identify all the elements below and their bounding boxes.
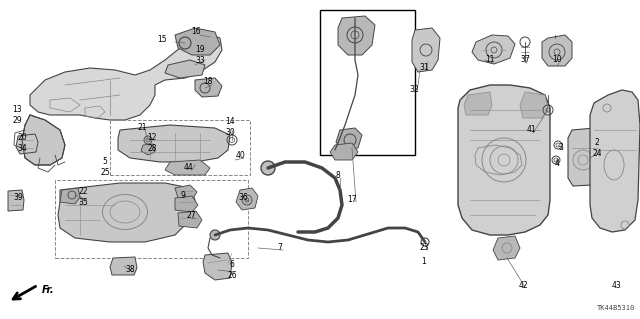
Text: 13
29: 13 29 [12, 105, 22, 125]
Polygon shape [330, 143, 358, 160]
Polygon shape [568, 128, 600, 186]
Text: 15: 15 [157, 35, 167, 44]
Polygon shape [175, 185, 197, 200]
Polygon shape [118, 125, 230, 162]
Text: 27: 27 [186, 211, 196, 219]
Text: 22
35: 22 35 [78, 187, 88, 207]
Text: 44: 44 [184, 162, 194, 172]
Bar [110, 120, 250, 175]
Polygon shape [8, 190, 24, 211]
Polygon shape [60, 188, 80, 204]
Text: 40: 40 [235, 151, 245, 160]
Circle shape [210, 230, 220, 240]
Polygon shape [165, 60, 205, 78]
Polygon shape [236, 188, 258, 210]
Polygon shape [175, 196, 198, 212]
Text: 37: 37 [520, 56, 530, 64]
Polygon shape [165, 160, 210, 175]
Text: 32: 32 [409, 85, 419, 94]
Circle shape [261, 161, 275, 175]
Text: 4: 4 [555, 159, 559, 167]
Text: 38: 38 [125, 265, 135, 275]
Polygon shape [195, 78, 222, 97]
Polygon shape [203, 253, 232, 280]
Text: 31: 31 [419, 63, 429, 72]
Text: 43: 43 [611, 280, 621, 290]
Text: Fr.: Fr. [42, 285, 54, 295]
Text: 14
30: 14 30 [225, 117, 235, 137]
Text: 6
26: 6 26 [227, 260, 237, 280]
Text: 20
34: 20 34 [17, 133, 27, 153]
Text: 3: 3 [559, 144, 563, 152]
Polygon shape [16, 134, 38, 154]
Polygon shape [141, 144, 155, 155]
Text: 17: 17 [347, 196, 357, 204]
Polygon shape [22, 115, 65, 165]
Text: 18: 18 [204, 78, 212, 86]
Text: 36: 36 [238, 192, 248, 202]
Text: TK44B5310: TK44B5310 [596, 305, 635, 311]
Polygon shape [338, 16, 375, 55]
Polygon shape [493, 236, 520, 260]
Text: 1: 1 [422, 257, 426, 266]
Text: 5
25: 5 25 [100, 157, 110, 177]
Text: 42: 42 [518, 280, 528, 290]
Text: 41: 41 [526, 125, 536, 135]
Polygon shape [175, 28, 220, 55]
Polygon shape [58, 183, 195, 242]
Text: 9: 9 [180, 190, 186, 199]
Text: 8: 8 [335, 170, 340, 180]
Polygon shape [520, 92, 548, 118]
Polygon shape [542, 35, 572, 66]
Bar [55, 180, 248, 258]
Text: 23: 23 [419, 242, 429, 251]
Polygon shape [178, 211, 202, 228]
Text: 2
24: 2 24 [592, 138, 602, 158]
Polygon shape [412, 28, 440, 72]
Polygon shape [472, 35, 515, 64]
Text: 11: 11 [485, 56, 495, 64]
Polygon shape [30, 35, 222, 120]
Text: 19
33: 19 33 [195, 45, 205, 65]
Polygon shape [464, 92, 492, 115]
Polygon shape [110, 257, 137, 275]
Text: 12
28: 12 28 [147, 133, 157, 153]
Bar [320, 10, 415, 155]
Text: 7: 7 [278, 242, 282, 251]
Polygon shape [336, 128, 362, 150]
Text: 16: 16 [191, 27, 201, 36]
Text: 21: 21 [137, 122, 147, 131]
Polygon shape [590, 90, 640, 232]
Polygon shape [458, 85, 550, 235]
Text: 10: 10 [552, 56, 562, 64]
Text: 39: 39 [13, 192, 23, 202]
